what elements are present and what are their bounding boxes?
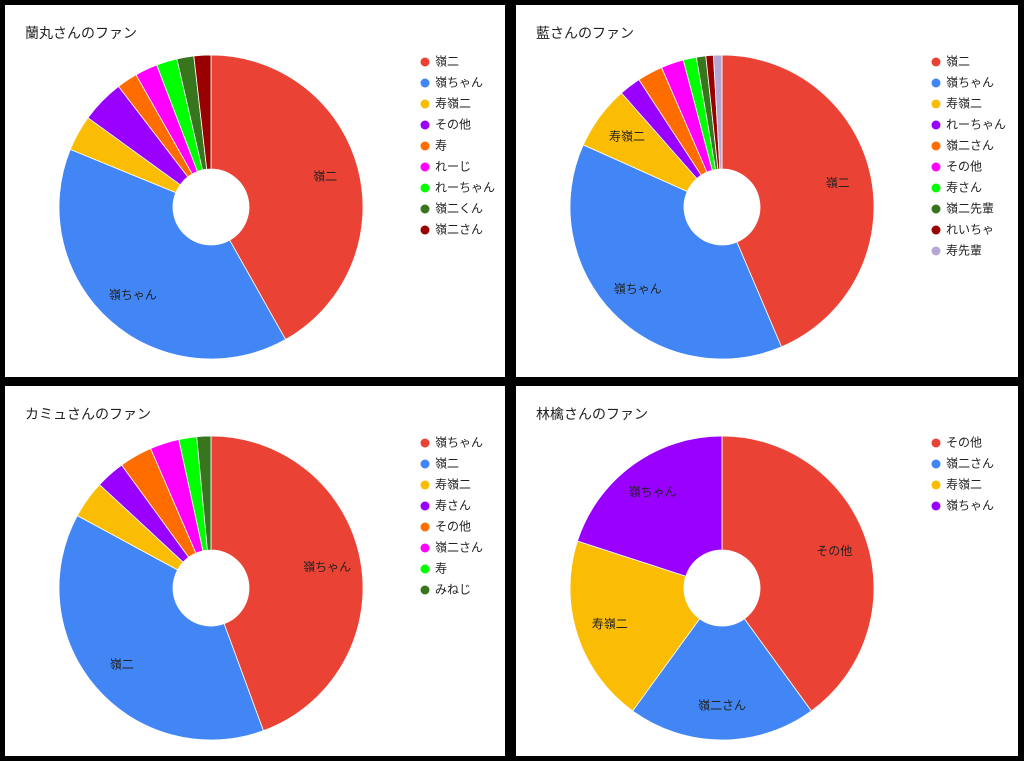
- pie-slice: [58, 515, 264, 741]
- legend-label: れーじ: [435, 160, 471, 174]
- pie-slice: [569, 540, 701, 712]
- legend-label: 寿さん: [946, 181, 982, 195]
- legend-swatch: [420, 543, 430, 553]
- pie-slice: [569, 144, 783, 360]
- legend-label: その他: [435, 520, 471, 534]
- chart-title: 蘭丸さんのファン: [25, 26, 137, 42]
- legend-swatch: [420, 480, 430, 490]
- legend-label: 嶺二: [435, 457, 459, 471]
- legend-swatch: [931, 141, 941, 151]
- legend-label: 寿: [435, 139, 447, 153]
- legend-label: 嶺二さん: [946, 139, 994, 153]
- pie-slice: [58, 148, 287, 360]
- legend-swatch: [420, 99, 430, 109]
- legend-label: 嶺ちゃん: [435, 436, 483, 450]
- pie-slice: [721, 54, 875, 348]
- legend-swatch: [420, 183, 430, 193]
- legend-swatch: [420, 459, 430, 469]
- legend-label: 嶺二さん: [435, 223, 483, 237]
- legend-swatch: [420, 204, 430, 214]
- legend-label: みねじ: [435, 583, 471, 597]
- legend-swatch: [931, 459, 941, 469]
- legend-label: 寿先輩: [946, 243, 982, 258]
- legend-swatch: [931, 78, 941, 88]
- pie-slice: [210, 435, 364, 732]
- slice-label: 寿嶺二: [609, 130, 645, 144]
- legend-label: 嶺二くん: [435, 202, 483, 216]
- slice-label: 寿嶺二: [592, 617, 628, 631]
- pie-slice: [632, 618, 812, 741]
- legend-swatch: [420, 162, 430, 172]
- legend-swatch: [931, 246, 941, 256]
- legend-swatch: [420, 120, 430, 130]
- slice-label: その他: [816, 544, 852, 558]
- chart-panel: 藍さんのファン嶺二嶺ちゃん寿嶺二嶺二嶺ちゃん寿嶺二れーちゃん嶺二さんその他寿さん…: [516, 5, 1018, 377]
- legend-label: 嶺二: [435, 55, 459, 69]
- slice-label: 嶺二: [826, 176, 850, 190]
- legend-label: 嶺二さん: [435, 541, 483, 555]
- chart-title: 藍さんのファン: [536, 26, 634, 42]
- legend-swatch: [420, 141, 430, 151]
- legend-label: 寿嶺二: [946, 97, 982, 111]
- legend-label: 嶺二: [946, 55, 970, 69]
- legend-swatch: [931, 225, 941, 235]
- slice-label: 嶺ちゃん: [629, 485, 677, 499]
- legend-swatch: [931, 162, 941, 172]
- legend-label: 寿嶺二: [946, 478, 982, 492]
- legend-swatch: [931, 204, 941, 214]
- pie-slice: [196, 435, 212, 551]
- legend-label: れいちゃ: [946, 223, 994, 237]
- pie-slice: [721, 435, 875, 712]
- legend-label: その他: [435, 118, 471, 132]
- legend-swatch: [931, 57, 941, 67]
- pie-slice: [210, 54, 364, 341]
- legend-label: 嶺ちゃん: [946, 76, 994, 90]
- chart-title: カミュさんのファン: [25, 407, 151, 423]
- legend-label: 嶺ちゃん: [435, 76, 483, 90]
- legend-swatch: [420, 564, 430, 574]
- slice-label: 嶺ちゃん: [614, 282, 662, 296]
- legend-swatch: [420, 585, 430, 595]
- legend-swatch: [931, 99, 941, 109]
- legend-swatch: [420, 438, 430, 448]
- legend-label: その他: [946, 160, 982, 174]
- slice-label: 嶺ちゃん: [109, 288, 157, 302]
- chart-panel: 蘭丸さんのファン嶺二嶺ちゃん嶺二嶺ちゃん寿嶺二その他寿れーじれーちゃん嶺二くん嶺…: [5, 5, 505, 377]
- legend-swatch: [420, 225, 430, 235]
- legend-swatch: [931, 120, 941, 130]
- slice-label: 嶺二: [313, 170, 337, 184]
- legend-label: れーちゃん: [435, 181, 495, 195]
- legend-swatch: [931, 183, 941, 193]
- pie-slice: [193, 54, 212, 170]
- pie-slice: [576, 435, 723, 577]
- legend-swatch: [931, 438, 941, 448]
- slice-label: 嶺二さん: [698, 699, 746, 713]
- legend-label: 寿嶺二: [435, 478, 471, 492]
- legend-label: その他: [946, 436, 982, 450]
- pie-slice: [712, 54, 723, 170]
- legend-label: 寿: [435, 562, 447, 576]
- legend-swatch: [931, 501, 941, 511]
- legend-label: 嶺二さん: [946, 457, 994, 471]
- legend-label: 嶺二先輩: [946, 201, 994, 216]
- legend-label: 寿さん: [435, 499, 471, 513]
- legend-swatch: [420, 522, 430, 532]
- chart-title: 林檎さんのファン: [536, 406, 648, 423]
- slice-label: 嶺ちゃん: [303, 560, 351, 574]
- slice-label: 嶺二: [110, 658, 134, 672]
- legend-label: 嶺ちゃん: [946, 499, 994, 513]
- legend-swatch: [420, 57, 430, 67]
- legend-label: れーちゃん: [946, 118, 1006, 132]
- legend-label: 寿嶺二: [435, 97, 471, 111]
- legend-swatch: [931, 480, 941, 490]
- legend-swatch: [420, 501, 430, 511]
- legend-swatch: [420, 78, 430, 88]
